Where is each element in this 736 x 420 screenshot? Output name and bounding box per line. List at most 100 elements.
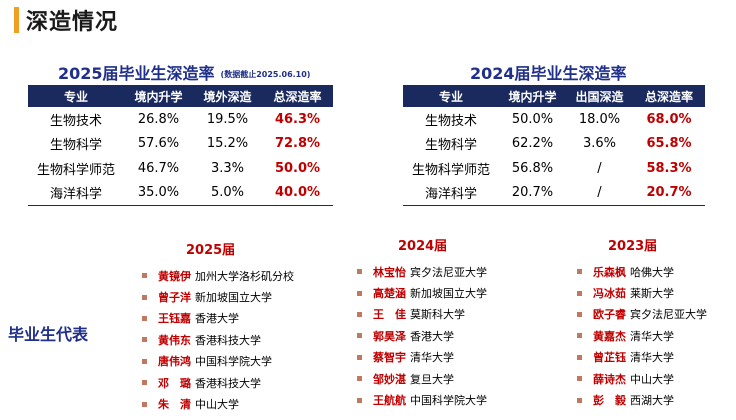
graduate-name: 王 佳 (373, 308, 406, 322)
list-item: 黄镜伊 加州大学洛杉矶分校 (142, 265, 294, 286)
graduate-name: 黄伟东 (158, 333, 191, 347)
table-row: 生物科学师范 46.7% 3.3% 50.0% (28, 156, 333, 181)
list-item: 王 佳莫斯科大学 (357, 304, 487, 325)
graduate-school: 香港大学 (195, 312, 239, 326)
graduate-school: 莫斯科大学 (410, 308, 465, 322)
bullet-icon (357, 311, 362, 317)
graduate-school: 香港科技大学 (195, 376, 261, 390)
header-cell: 总深造率 (644, 89, 693, 104)
header-cell: 境内升学 (134, 89, 183, 104)
column-title-2025: 2025届 (186, 243, 236, 258)
graduate-name: 冯冰茹 (593, 287, 626, 301)
list-item: 黄嘉杰 清华大学 (577, 325, 707, 346)
bullet-icon (142, 315, 147, 321)
list-item: 邓 璐香港科技大学 (142, 372, 294, 393)
list-item: 王钰嘉 香港大学 (142, 308, 294, 329)
list-item: 薛诗杰 中山大学 (577, 368, 707, 389)
header-cell: 境内升学 (508, 89, 557, 104)
bullet-icon (577, 290, 582, 296)
value-cell: 56.8% (511, 160, 554, 176)
total-rate-cell: 20.7% (646, 185, 692, 201)
bullet-icon (357, 269, 362, 275)
major-cell: 海洋科学 (424, 187, 477, 203)
major-cell: 海洋科学 (49, 187, 102, 203)
value-cell: / (597, 160, 602, 176)
list-item: 邹妙湛 复旦大学 (357, 368, 487, 389)
table-row: 海洋科学 20.7% / 20.7% (403, 181, 705, 206)
graduates-list-2025: 黄镜伊 加州大学洛杉矶分校 曾子洋 新加坡国立大学 王钰嘉 香港大学 黄伟东 香港科技大… (142, 265, 294, 415)
table-row: 生物科学师范 56.8% / 58.3% (403, 156, 705, 181)
bullet-icon (577, 269, 582, 275)
bullet-icon (142, 401, 147, 407)
table-row: 生物技术 26.8% 19.5% 46.3% (28, 107, 333, 132)
bullet-icon (357, 397, 362, 403)
value-cell: 62.2% (511, 136, 554, 152)
graduate-name: 薛诗杰 (593, 372, 626, 386)
total-rate-cell: 46.3% (274, 111, 321, 127)
graduate-name: 王钰嘉 (158, 312, 191, 326)
value-cell: 19.5% (206, 111, 249, 127)
column-title-2024: 2024届 (398, 239, 448, 254)
bullet-icon (577, 376, 582, 382)
header-cell: 出国深造 (575, 89, 624, 104)
list-item: 朱 清中山大学 (142, 393, 294, 414)
table-2025: 专业 境内升学 境外深造 总深造率 生物技术 26.8% 19.5% 46.3%… (28, 85, 333, 206)
major-cell: 生物技术 (424, 113, 477, 129)
graduate-name: 黄镜伊 (158, 269, 191, 283)
list-item: 郭昊泽 香港大学 (357, 325, 487, 346)
graduate-name: 邹妙湛 (373, 372, 406, 386)
value-cell: 26.8% (137, 111, 180, 127)
header-cell: 专业 (63, 89, 88, 104)
list-item: 黄伟东 香港科技大学 (142, 329, 294, 350)
list-item: 高楚涵 新加坡国立大学 (357, 282, 487, 303)
graduate-school: 复旦大学 (410, 372, 454, 386)
list-item: 曾芷钰 清华大学 (577, 347, 707, 368)
bullet-icon (577, 354, 582, 360)
list-item: 曾子洋 新加坡国立大学 (142, 286, 294, 307)
total-rate-cell: 50.0% (274, 160, 321, 176)
total-rate-cell: 72.8% (274, 136, 321, 152)
list-item: 乐森枫 哈佛大学 (577, 261, 707, 282)
major-cell: 生物科学 (424, 138, 477, 154)
total-rate-cell: 58.3% (646, 160, 692, 176)
table-row: 生物技术 50.0% 18.0% 68.0% (403, 107, 705, 132)
graduate-name: 唐伟鸿 (158, 355, 191, 369)
graduate-school: 宾夕法尼亚大学 (630, 308, 707, 322)
header-cell: 总深造率 (273, 89, 322, 104)
value-cell: 35.0% (137, 185, 180, 201)
list-item: 唐伟鸿 中国科学院大学 (142, 351, 294, 372)
graduate-name: 乐森枫 (593, 265, 626, 279)
total-rate-cell: 65.8% (646, 136, 692, 152)
table-2025-note: (数据截止2025.06.10) (220, 70, 311, 79)
graduate-name: 王航航 (373, 394, 406, 408)
graduate-name: 林宝怡 (373, 265, 406, 279)
table-2024-title: 2024届毕业生深造率 (470, 64, 627, 83)
graduates-list-2023: 乐森枫 哈佛大学 冯冰茹 莱斯大学 欧子睿 宾夕法尼亚大学 黄嘉杰 清华大学 曾芷钰 清华… (577, 261, 707, 411)
graduate-school: 新加坡国立大学 (410, 287, 487, 301)
graduate-name: 曾子洋 (158, 291, 191, 305)
graduate-school: 清华大学 (410, 351, 454, 365)
graduate-school: 中山大学 (630, 372, 674, 386)
total-rate-cell: 68.0% (646, 111, 692, 127)
graduate-school: 清华大学 (630, 351, 674, 365)
value-cell: 50.0% (511, 111, 554, 127)
graduate-school: 新加坡国立大学 (195, 291, 272, 305)
title-accent-bar (14, 7, 19, 33)
table-2025-title: 2025届毕业生深造率 (数据截止2025.06.10) (58, 60, 310, 84)
table-row: 生物科学 62.2% 3.6% 65.8% (403, 132, 705, 157)
major-cell: 生物科学师范 (36, 162, 115, 178)
graduate-name: 彭 毅 (593, 394, 626, 408)
list-item: 欧子睿 宾夕法尼亚大学 (577, 304, 707, 325)
list-item: 林宝怡 宾夕法尼亚大学 (357, 261, 487, 282)
page-title: 深造情况 (26, 10, 119, 35)
bullet-icon (357, 333, 362, 339)
major-cell: 生物技术 (49, 113, 102, 129)
value-cell: 3.3% (210, 160, 245, 176)
graduate-name: 邓 璐 (158, 376, 191, 390)
bullet-icon (577, 311, 582, 317)
table-header-row: 专业 境内升学 境外深造 总深造率 (28, 85, 333, 107)
graduate-name: 高楚涵 (373, 287, 406, 301)
graduate-school: 宾夕法尼亚大学 (410, 265, 487, 279)
graduate-name: 欧子睿 (593, 308, 626, 322)
table-row: 生物科学 57.6% 15.2% 72.8% (28, 132, 333, 157)
